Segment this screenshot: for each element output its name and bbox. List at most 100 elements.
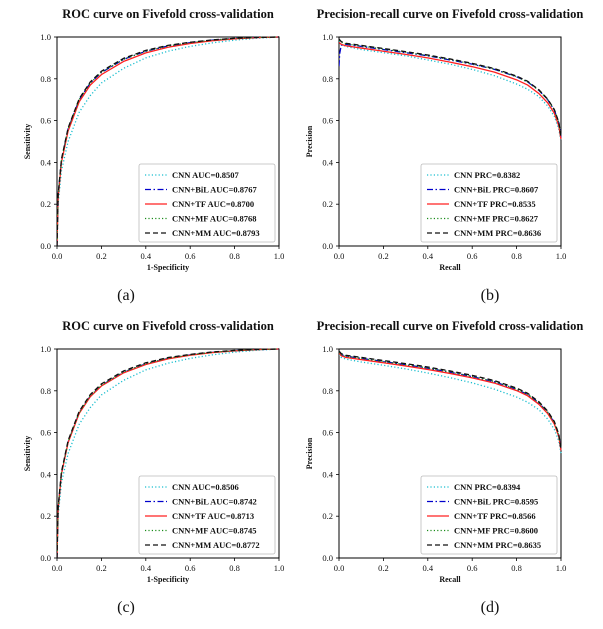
- x-tick-label: 0.6: [185, 563, 196, 573]
- x-tick-label: 0.8: [511, 251, 522, 261]
- series-line-bil: [339, 351, 562, 450]
- series-line-mm: [339, 350, 562, 449]
- y-tick-label: 0.6: [40, 428, 51, 438]
- y-tick-label: 0.6: [40, 116, 51, 126]
- panel-c: ROC curve on Fivefold cross-validation 0.…: [23, 319, 284, 584]
- x-tick-label: 0.6: [185, 251, 196, 261]
- x-tick-label: 0.4: [422, 251, 433, 261]
- legend-entry: CNN+TF AUC=0.8700: [172, 199, 254, 209]
- series-line-cnn: [339, 353, 562, 454]
- legend-entry: CNN+MM AUC=0.8793: [172, 228, 260, 238]
- legend-box: [138, 475, 276, 555]
- series-line-cnn: [57, 348, 280, 558]
- legend-entry: CNN+BiL PRC=0.8595: [454, 497, 538, 507]
- legend-entry: CNN PRC=0.8394: [454, 482, 521, 492]
- y-axis-label: Sensitivity: [23, 436, 32, 472]
- y-tick-label: 0.4: [322, 469, 333, 479]
- series-line-mf: [339, 351, 562, 450]
- legend: CNN PRC=0.8394 CNN+BiL PRC=0.8595 CNN+TF P…: [420, 475, 558, 555]
- legend-entry: CNN PRC=0.8382: [454, 170, 520, 180]
- legend-entry: CNN+BiL AUC=0.8742: [172, 497, 257, 507]
- x-tick-label: 0.2: [96, 251, 107, 261]
- y-tick-label: 0.2: [322, 511, 333, 521]
- x-axis-label: 1-Specificity: [147, 263, 189, 272]
- plot-frame: [338, 36, 562, 247]
- series-line-mf: [57, 36, 280, 246]
- x-tick-label: 0.4: [140, 563, 151, 573]
- series-line-mm: [339, 38, 562, 138]
- legend-entry: CNN+MF AUC=0.8745: [172, 526, 256, 536]
- series-line-tf: [339, 41, 562, 140]
- legend-box: [138, 163, 276, 243]
- series-line-tf: [339, 352, 562, 451]
- y-tick-label: 0.8: [40, 386, 51, 396]
- chart-title: ROC curve on Fivefold cross-validation: [62, 7, 274, 21]
- legend-entry: CNN+BiL AUC=0.8767: [172, 185, 258, 195]
- panel-caption: (c): [117, 599, 135, 616]
- y-axis-label: Sensitivity: [23, 124, 32, 160]
- panel-b: Precision-recall curve on Fivefold cross…: [305, 7, 583, 272]
- legend-entry: CNN+MF PRC=0.8600: [454, 526, 538, 536]
- series-line-mf: [57, 348, 280, 558]
- x-tick-label: 1.0: [274, 563, 285, 573]
- chart-title: Precision-recall curve on Fivefold cross…: [317, 7, 584, 21]
- x-tick-label: 0.0: [52, 563, 63, 573]
- series-line-cnn: [339, 40, 562, 142]
- y-tick-label: 0.2: [40, 511, 51, 521]
- y-tick-label: 0.8: [322, 386, 333, 396]
- legend-entry: CNN+MM PRC=0.8635: [454, 540, 541, 550]
- legend-entry: CNN+MM AUC=0.8772: [172, 540, 260, 550]
- y-tick-label: 0.6: [322, 116, 333, 126]
- legend-entry: CNN+MM PRC=0.8636: [454, 228, 541, 238]
- x-tick-label: 0.8: [511, 563, 522, 573]
- y-axis-label: Precision: [305, 125, 314, 157]
- y-tick-label: 0.0: [40, 553, 51, 563]
- series-line-mf: [339, 39, 562, 138]
- x-tick-label: 0.0: [334, 563, 345, 573]
- y-tick-label: 0.4: [40, 469, 51, 479]
- legend-entry: CNN+BiL PRC=0.8607: [454, 185, 539, 195]
- y-tick-label: 0.2: [322, 199, 333, 209]
- legend: CNN AUC=0.8506 CNN+BiL AUC=0.8742 CNN+TF A…: [138, 475, 276, 555]
- chart-title: ROC curve on Fivefold cross-validation: [62, 319, 274, 333]
- plot-frame: [56, 348, 280, 559]
- chart-title: Precision-recall curve on Fivefold cross…: [317, 319, 584, 333]
- legend-entry: CNN AUC=0.8507: [172, 170, 239, 180]
- y-axis-label: Precision: [305, 437, 314, 469]
- y-tick-label: 0.4: [40, 157, 51, 167]
- x-tick-label: 0.0: [334, 251, 345, 261]
- y-tick-label: 0.0: [322, 553, 333, 563]
- x-tick-label: 0.4: [422, 563, 433, 573]
- x-tick-label: 0.2: [378, 563, 389, 573]
- x-tick-label: 1.0: [556, 251, 567, 261]
- x-axis-label: Recall: [439, 575, 461, 584]
- legend: CNN AUC=0.8507 CNN+BiL AUC=0.8767 CNN+TF A…: [138, 163, 276, 243]
- legend-entry: CNN+TF PRC=0.8535: [454, 199, 536, 209]
- y-tick-label: 1.0: [322, 32, 333, 42]
- y-tick-label: 0.4: [322, 157, 333, 167]
- plot-frame: [56, 36, 280, 247]
- x-tick-label: 0.0: [52, 251, 63, 261]
- legend-entry: CNN+MF AUC=0.8768: [172, 214, 256, 224]
- panel-caption: (d): [481, 599, 500, 616]
- y-tick-label: 0.8: [40, 74, 51, 84]
- x-tick-label: 0.8: [229, 251, 240, 261]
- y-tick-label: 0.0: [40, 241, 51, 251]
- panel-d: Precision-recall curve on Fivefold cross…: [305, 319, 583, 584]
- x-tick-label: 0.2: [378, 251, 389, 261]
- x-axis-label: 1-Specificity: [147, 575, 189, 584]
- series-line-cnn: [57, 36, 280, 246]
- y-tick-label: 1.0: [40, 344, 51, 354]
- legend-box: [420, 163, 558, 243]
- x-tick-label: 0.2: [96, 563, 107, 573]
- series-line-bil: [339, 43, 562, 138]
- x-tick-label: 0.8: [229, 563, 240, 573]
- x-tick-label: 0.6: [467, 563, 478, 573]
- legend-box: [420, 475, 558, 555]
- series-line-mm: [57, 348, 280, 558]
- legend-entry: CNN AUC=0.8506: [172, 482, 239, 492]
- y-tick-label: 1.0: [40, 32, 51, 42]
- panel-caption: (a): [117, 287, 135, 304]
- x-tick-label: 1.0: [556, 563, 567, 573]
